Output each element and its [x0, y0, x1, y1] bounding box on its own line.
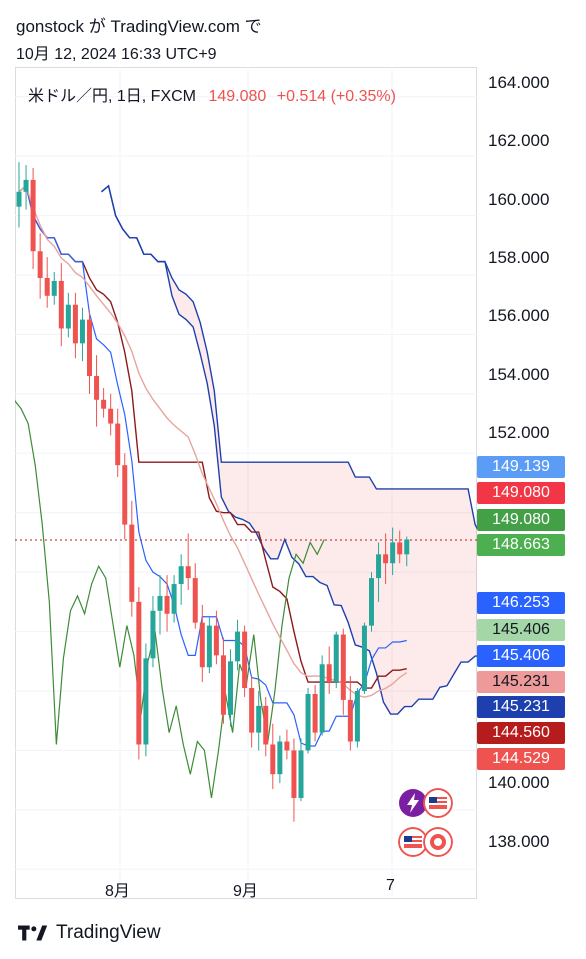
candle-body — [354, 691, 360, 742]
y-tick-label: 164.000 — [488, 73, 550, 92]
candle-body — [192, 578, 198, 623]
candle-body — [347, 699, 353, 742]
senkou-span-a-line — [101, 184, 477, 715]
price-label-ma: 148.663 — [477, 534, 565, 556]
candle-body — [383, 554, 389, 564]
candle-body — [305, 693, 311, 751]
candle-body — [206, 625, 212, 668]
candle-body — [361, 625, 367, 691]
candle-body — [319, 664, 325, 733]
candle-body — [115, 423, 121, 466]
candle-body — [143, 658, 149, 745]
footer-brand-text: TradingView — [56, 922, 161, 943]
tenkan-sen-line — [18, 184, 407, 747]
y-tick-label: 152.000 — [488, 423, 550, 442]
chart-author: gonstock が TradingView.com で — [16, 17, 262, 36]
candle-body — [129, 524, 135, 602]
candle-body — [185, 566, 191, 579]
candle-body — [242, 631, 248, 689]
senkou-span-b-line — [101, 184, 477, 530]
candle-body — [333, 634, 339, 683]
us-flag-event-icon[interactable] — [398, 827, 428, 857]
price-label-tenkan: 146.253 — [477, 592, 565, 614]
tradingview-logo-icon — [18, 925, 48, 941]
candle-body — [220, 655, 226, 715]
candle-body — [404, 539, 410, 555]
kumo-cloud — [101, 185, 477, 715]
price-label-band: 145.231 — [477, 696, 565, 718]
candle-body — [171, 584, 177, 614]
candle-body — [51, 280, 57, 296]
candle-body — [235, 631, 241, 662]
candle-body — [94, 376, 100, 400]
candle-body — [101, 399, 107, 409]
candle-body — [65, 304, 71, 329]
price-label-kijun: 145.406 — [477, 645, 565, 667]
candle-body — [150, 610, 156, 659]
candle-body — [291, 750, 297, 798]
candle-body — [23, 179, 29, 192]
footer-branding: TradingView — [18, 922, 161, 944]
price-label-last: 149.080 — [477, 482, 565, 504]
candle-body — [249, 688, 255, 733]
candle-body — [164, 595, 170, 614]
candle-body — [213, 625, 219, 656]
price-label-ma-long: 144.560 — [477, 722, 565, 744]
candle-body — [72, 304, 78, 344]
y-tick-label: 140.000 — [488, 773, 550, 792]
price-label-senkou-a: 149.139 — [477, 456, 565, 478]
chart-timestamp: 10月 12, 2024 16:33 UTC+9 — [16, 46, 217, 63]
candle-body — [263, 705, 269, 745]
candle-body — [376, 554, 382, 579]
y-tick-label: 156.000 — [488, 306, 550, 325]
candle-body — [44, 277, 50, 296]
candle-body — [87, 319, 92, 377]
candle-body — [228, 661, 233, 715]
candle-body — [178, 566, 184, 585]
candle-body — [79, 319, 85, 344]
price-label-chikou: 145.406 — [477, 619, 565, 641]
candle-body — [108, 408, 114, 424]
y-tick-label: 138.000 — [488, 832, 550, 851]
candle-body — [277, 741, 283, 775]
x-tick-label: 9月 — [233, 883, 258, 900]
event-stack-icon[interactable] — [423, 827, 453, 857]
candle-body — [369, 578, 374, 626]
candle-body — [16, 191, 22, 207]
price-label-senkou-b: 145.231 — [477, 671, 565, 693]
legend-symbol: 米ドル／円, 1日, FXCM — [28, 88, 197, 105]
price-chart[interactable] — [15, 67, 477, 899]
y-tick-label: 162.000 — [488, 131, 550, 150]
x-tick-label: 7 — [386, 877, 395, 894]
candle-body — [390, 542, 396, 564]
x-tick-label: 8月 — [105, 883, 130, 900]
candle-body — [298, 750, 304, 798]
candle-body — [58, 280, 64, 329]
chikou-span-line — [15, 400, 325, 799]
candle-body — [30, 179, 36, 252]
candle-body — [397, 542, 403, 555]
candle-body — [326, 664, 332, 683]
y-tick-label: 158.000 — [488, 248, 550, 267]
candle-body — [340, 634, 346, 700]
candle-body — [122, 465, 128, 525]
chart-pane[interactable] — [15, 67, 477, 899]
us-flag-event-icon[interactable] — [423, 788, 453, 818]
legend-change: +0.514 (+0.35%) — [276, 88, 396, 105]
candle-body — [199, 622, 205, 668]
economic-event-flash-icon[interactable] — [398, 788, 428, 818]
chart-legend: 米ドル／円, 1日, FXCM 149.080 +0.514 (+0.35%) — [28, 82, 396, 106]
y-tick-label: 154.000 — [488, 365, 550, 384]
price-label-close: 149.080 — [477, 509, 565, 531]
candle-body — [270, 744, 276, 775]
price-label-ma-slow: 144.529 — [477, 748, 565, 770]
y-tick-label: 160.000 — [488, 190, 550, 209]
candle-body — [284, 741, 290, 751]
candle-body — [312, 693, 318, 733]
candle-body — [37, 251, 43, 278]
candle-body — [157, 595, 163, 611]
candle-body — [136, 601, 142, 745]
candle-body — [256, 705, 262, 733]
legend-price: 149.080 — [208, 88, 267, 105]
